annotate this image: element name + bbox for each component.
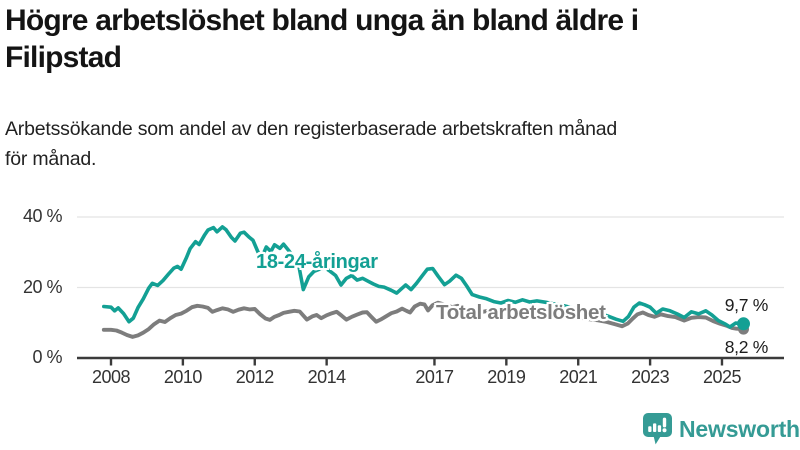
x-tick-label: 2021 bbox=[559, 367, 598, 387]
series-line-total bbox=[101, 300, 746, 339]
newsworthy-logo: Newsworthy bbox=[643, 413, 800, 445]
x-tick-label: 2019 bbox=[487, 367, 526, 387]
x-tick-label: 2025 bbox=[702, 367, 742, 387]
chart-subtitle-line2: för månad. bbox=[5, 148, 97, 170]
series-label-total: Total arbetslöshet bbox=[436, 301, 606, 324]
end-value-label-total: 8,2 % bbox=[724, 337, 769, 357]
x-tick-label: 2010 bbox=[163, 367, 203, 387]
x-tick-label: 2012 bbox=[235, 367, 275, 387]
chart-title-line1: Högre arbetslöshet bland unga än bland ä… bbox=[5, 4, 639, 37]
y-tick-label: 0 % bbox=[32, 347, 62, 367]
x-tick-label: 2023 bbox=[631, 367, 670, 387]
series-line-youth bbox=[102, 225, 746, 329]
x-tick-label: 2008 bbox=[91, 367, 131, 387]
y-tick-label: 40 % bbox=[22, 206, 63, 226]
chart-subtitle-line1: Arbetssökande som andel av den registerb… bbox=[5, 118, 618, 140]
newsworthy-logo-text: Newsworthy bbox=[679, 415, 800, 442]
newsworthy-logo-icon bbox=[643, 413, 672, 445]
series-end-dot-youth bbox=[737, 317, 750, 331]
x-tick-label: 2014 bbox=[307, 367, 347, 387]
y-tick-label: 20 % bbox=[22, 276, 63, 297]
series-label-youth: 18-24-åringar bbox=[256, 251, 378, 273]
chart-title-line2: Filipstad bbox=[5, 41, 122, 74]
chart-subtitle: Arbetssökande som andel av den registerb… bbox=[5, 114, 617, 174]
x-tick-label: 2017 bbox=[415, 367, 454, 387]
chart-title: Högre arbetslöshet bland unga än bland ä… bbox=[5, 2, 639, 76]
end-value-label-youth: 9,7 % bbox=[724, 295, 769, 315]
